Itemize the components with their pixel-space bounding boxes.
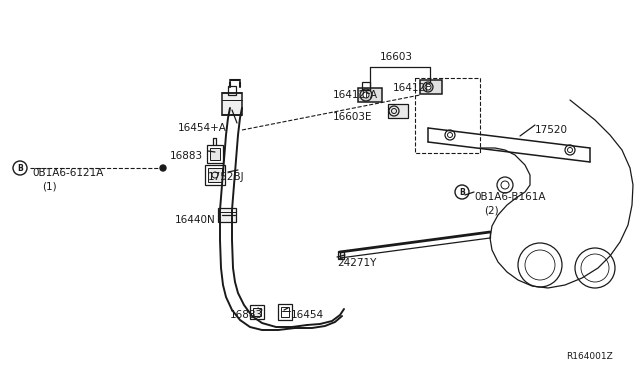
Text: 16440N: 16440N <box>175 215 216 225</box>
Bar <box>278 304 292 320</box>
Text: 16603E: 16603E <box>333 112 372 122</box>
Bar <box>250 305 264 319</box>
Text: 16454+A: 16454+A <box>178 123 227 133</box>
Bar <box>420 80 442 94</box>
Text: 16883: 16883 <box>230 310 263 320</box>
Circle shape <box>363 92 369 98</box>
Text: 1752BJ: 1752BJ <box>208 172 244 182</box>
Bar <box>415 78 480 153</box>
Bar <box>281 307 289 317</box>
Bar <box>208 168 222 182</box>
Bar <box>218 208 236 222</box>
Circle shape <box>423 82 433 92</box>
Text: 16454: 16454 <box>291 310 324 320</box>
Bar <box>205 165 225 185</box>
Bar <box>210 148 220 160</box>
Text: 0B1A6-B161A: 0B1A6-B161A <box>474 192 545 202</box>
Text: 16412F: 16412F <box>393 83 432 93</box>
Bar <box>228 86 236 95</box>
Text: B: B <box>459 187 465 196</box>
Bar <box>222 93 242 115</box>
Bar <box>207 145 223 163</box>
Circle shape <box>360 89 372 101</box>
Text: 24271Y: 24271Y <box>337 258 376 268</box>
Text: 16603: 16603 <box>380 52 413 62</box>
Text: (1): (1) <box>42 181 56 191</box>
Text: 16412FA: 16412FA <box>333 90 378 100</box>
Circle shape <box>160 165 166 171</box>
Text: B: B <box>17 164 23 173</box>
Circle shape <box>425 84 431 90</box>
Bar <box>253 308 261 316</box>
Text: 16883: 16883 <box>170 151 203 161</box>
Text: 0B1A6-6121A: 0B1A6-6121A <box>32 168 104 178</box>
Text: (2): (2) <box>484 205 499 215</box>
Text: 17520: 17520 <box>535 125 568 135</box>
Bar <box>358 88 382 102</box>
Bar <box>338 251 344 259</box>
Bar <box>362 82 370 90</box>
Bar <box>388 104 408 118</box>
Text: R164001Z: R164001Z <box>566 352 612 361</box>
